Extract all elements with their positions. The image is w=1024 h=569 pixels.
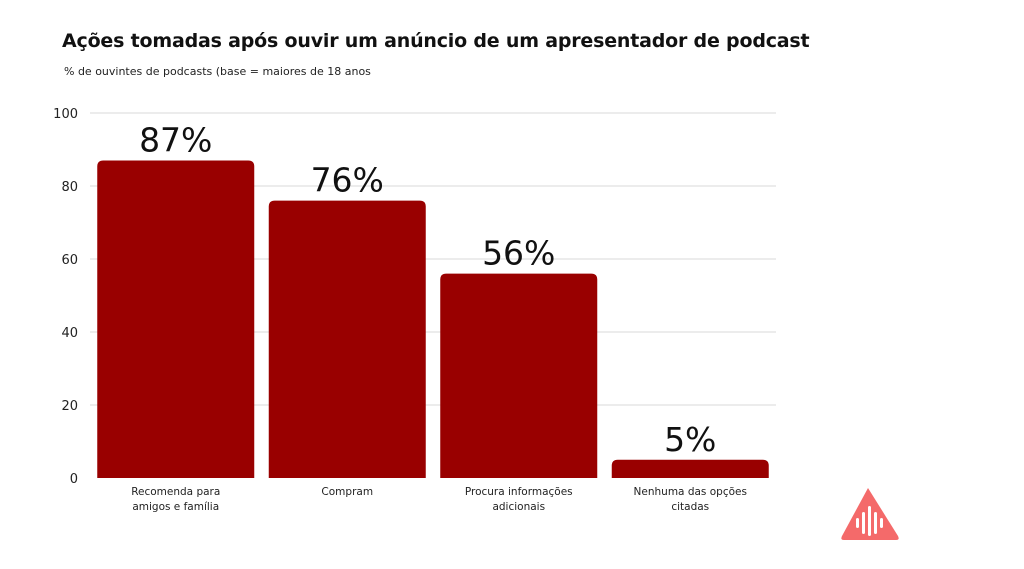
category-label: Compram bbox=[262, 485, 432, 500]
y-tick-label: 0 bbox=[70, 472, 78, 487]
category-label: Recomenda para amigos e família bbox=[91, 485, 261, 515]
y-tick-label: 80 bbox=[61, 180, 78, 195]
bar bbox=[97, 160, 255, 478]
category-label: Procura informações adicionais bbox=[434, 485, 604, 515]
y-tick-label: 40 bbox=[61, 326, 78, 341]
y-tick-label: 60 bbox=[61, 253, 78, 268]
category-label-line: citadas bbox=[671, 501, 710, 513]
data-label: 5% bbox=[664, 420, 716, 459]
bar bbox=[611, 459, 769, 478]
y-tick-label: 20 bbox=[61, 399, 78, 414]
category-label: Nenhuma das opções citadas bbox=[605, 485, 775, 515]
category-label-line: Recomenda para bbox=[131, 486, 221, 498]
chart-subtitle: % de ouvintes de podcasts (base = maiore… bbox=[64, 65, 371, 78]
data-label: 56% bbox=[482, 234, 555, 273]
y-tick-label: 100 bbox=[53, 107, 78, 122]
bar bbox=[268, 200, 426, 478]
bar bbox=[440, 273, 598, 478]
category-label-line: Procura informações bbox=[464, 486, 573, 498]
triangle-podcast-logo-icon bbox=[841, 488, 899, 540]
chart-title: Ações tomadas após ouvir um anúncio de u… bbox=[62, 30, 810, 52]
category-label-line: Nenhuma das opções bbox=[633, 486, 747, 498]
data-label: 76% bbox=[311, 161, 384, 200]
category-label-line: Compram bbox=[321, 486, 374, 498]
data-label: 87% bbox=[139, 120, 212, 159]
category-label-line: adicionais bbox=[492, 501, 546, 513]
category-label-line: amigos e família bbox=[132, 501, 220, 513]
